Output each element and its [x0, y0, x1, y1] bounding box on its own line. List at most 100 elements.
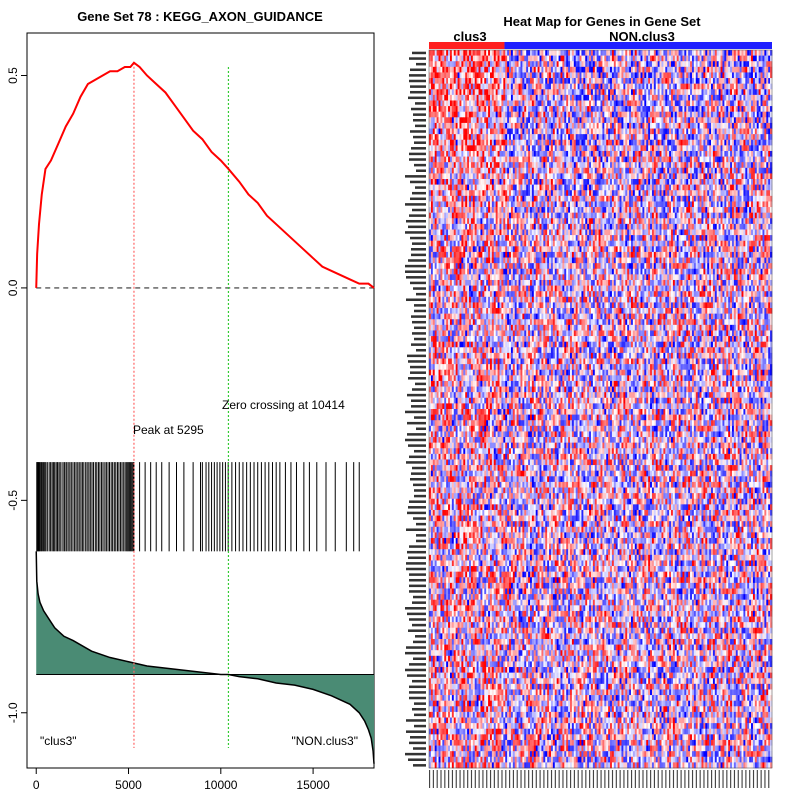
heatmap-cell: [440, 94, 443, 101]
heatmap-cell: [455, 106, 458, 113]
heatmap-cell: [629, 100, 632, 107]
heatmap-cell: [762, 167, 765, 174]
heatmap-cell: [545, 94, 548, 101]
heatmap-cell: [747, 89, 750, 96]
heatmap-cell: [455, 111, 458, 118]
heatmap-cell: [651, 117, 655, 124]
heatmap-cell: [671, 162, 674, 169]
heatmap-cell: [429, 83, 432, 90]
heatmap-cell: [596, 50, 599, 56]
heatmap-cell: [562, 50, 565, 56]
heatmap-cell: [446, 106, 449, 113]
heatmap-cell: [550, 150, 554, 157]
heatmap-cell: [505, 179, 508, 185]
heatmap-cell: [457, 111, 460, 118]
heatmap-cell: [754, 72, 758, 79]
heatmap-cell: [489, 100, 493, 107]
heatmap-cell: [728, 61, 731, 68]
heatmap-cell: [478, 173, 481, 180]
heatmap-cell: [764, 66, 767, 73]
heatmap-cell: [720, 190, 723, 197]
heatmap-cell: [436, 179, 439, 185]
heatmap-cell: [461, 66, 464, 73]
heatmap-cell: [653, 190, 657, 197]
heatmap-cell: [630, 122, 634, 129]
heatmap-cell: [665, 111, 668, 118]
heatmap-cell: [606, 66, 609, 73]
heatmap-cell: [697, 156, 700, 163]
heatmap-cell: [627, 89, 630, 96]
heatmap-cell: [596, 195, 599, 202]
heatmap-cell: [594, 179, 597, 185]
heatmap-cell: [754, 190, 758, 197]
heatmap-cell: [560, 150, 563, 157]
heatmap-cell: [602, 190, 605, 197]
heatmap-cell: [543, 173, 546, 180]
heatmap-cell: [646, 55, 649, 62]
heatmap-cell: [579, 156, 582, 163]
heatmap-cell: [749, 145, 752, 152]
heatmap-cell: [730, 117, 733, 124]
heatmap-cell: [429, 139, 432, 146]
heatmap-cell: [455, 167, 458, 174]
heatmap-cell: [430, 128, 434, 135]
heatmap-cell: [491, 106, 495, 113]
heatmap-cell: [528, 106, 531, 113]
heatmap-cell: [651, 150, 655, 157]
heatmap-cell: [731, 179, 735, 185]
heatmap-cell: [617, 190, 620, 197]
heatmap-cell: [596, 190, 599, 197]
heatmap-cell: [568, 173, 571, 180]
heatmap-cell: [644, 173, 647, 180]
heatmap-cell: [434, 106, 437, 113]
heatmap-cell: [659, 94, 662, 101]
heatmap-cell: [733, 134, 737, 141]
heatmap-cell: [659, 145, 662, 152]
heatmap-cell: [638, 100, 641, 107]
heatmap-cell: [497, 66, 500, 73]
heatmap-cell: [632, 128, 636, 135]
heatmap-cell: [552, 162, 556, 169]
heatmap-cell: [686, 145, 689, 152]
heatmap-cell: [489, 162, 493, 169]
heatmap-cell: [438, 128, 441, 135]
heatmap-cell: [680, 89, 683, 96]
heatmap-cell: [682, 139, 685, 146]
heatmap-cell: [690, 150, 693, 157]
heatmap-cell: [608, 100, 611, 107]
heatmap-cell: [491, 72, 495, 79]
heatmap-cell: [501, 106, 504, 113]
heatmap-cell: [488, 50, 491, 56]
heatmap-cell: [501, 179, 504, 185]
heatmap-cell: [482, 195, 485, 202]
heatmap-cell: [568, 128, 571, 135]
heatmap-cell: [712, 145, 716, 152]
heatmap-cell: [705, 78, 708, 84]
heatmap-cell: [737, 195, 740, 202]
heatmap-cell: [688, 145, 691, 152]
heatmap-cell: [712, 167, 716, 174]
heatmap-cell: [693, 55, 697, 62]
heatmap-cell: [770, 55, 773, 62]
heatmap-title: Heat Map for Genes in Gene Set: [503, 14, 701, 29]
heatmap-cell: [611, 78, 615, 84]
heatmap-cell: [682, 190, 685, 197]
heatmap-cell: [684, 61, 687, 68]
heatmap-cell: [571, 78, 575, 84]
heatmap-cell: [529, 100, 533, 107]
heatmap-cell: [754, 128, 758, 135]
heatmap-cell: [627, 139, 630, 146]
heatmap-cell: [484, 173, 487, 180]
heatmap-cell: [459, 61, 462, 68]
heatmap-cell: [590, 94, 594, 101]
heatmap-cell: [573, 150, 577, 157]
enrichment-plot-title: Gene Set 78 : KEGG_AXON_GUIDANCE: [77, 9, 323, 24]
heatmap-cell: [684, 106, 687, 113]
heatmap-cell: [672, 156, 676, 163]
heatmap-cell: [429, 173, 432, 180]
heatmap-cell: [507, 100, 510, 107]
heatmap-cell: [596, 72, 599, 79]
heatmap-cell: [457, 61, 460, 68]
heatmap-cell: [499, 94, 502, 101]
heatmap-cell: [590, 190, 594, 197]
